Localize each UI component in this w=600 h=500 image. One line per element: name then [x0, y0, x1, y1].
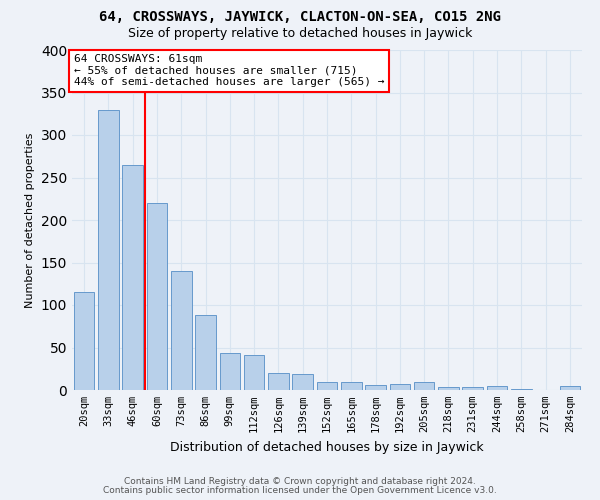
- Bar: [511, 389, 532, 390]
- Bar: [74, 292, 94, 390]
- Bar: [560, 386, 580, 390]
- Text: 64, CROSSWAYS, JAYWICK, CLACTON-ON-SEA, CO15 2NG: 64, CROSSWAYS, JAYWICK, CLACTON-ON-SEA, …: [99, 10, 501, 24]
- X-axis label: Distribution of detached houses by size in Jaywick: Distribution of detached houses by size …: [170, 440, 484, 454]
- Bar: [220, 352, 240, 390]
- Bar: [365, 385, 386, 390]
- Bar: [487, 386, 508, 390]
- Bar: [244, 355, 265, 390]
- Text: Contains HM Land Registry data © Crown copyright and database right 2024.: Contains HM Land Registry data © Crown c…: [124, 477, 476, 486]
- Bar: [122, 165, 143, 390]
- Bar: [414, 382, 434, 390]
- Bar: [146, 203, 167, 390]
- Bar: [171, 271, 191, 390]
- Text: 64 CROSSWAYS: 61sqm
← 55% of detached houses are smaller (715)
44% of semi-detac: 64 CROSSWAYS: 61sqm ← 55% of detached ho…: [74, 54, 385, 88]
- Bar: [195, 315, 216, 390]
- Bar: [389, 384, 410, 390]
- Bar: [438, 386, 459, 390]
- Bar: [98, 110, 119, 390]
- Y-axis label: Number of detached properties: Number of detached properties: [25, 132, 35, 308]
- Bar: [292, 374, 313, 390]
- Bar: [341, 382, 362, 390]
- Text: Size of property relative to detached houses in Jaywick: Size of property relative to detached ho…: [128, 28, 472, 40]
- Bar: [463, 386, 483, 390]
- Bar: [268, 373, 289, 390]
- Text: Contains public sector information licensed under the Open Government Licence v3: Contains public sector information licen…: [103, 486, 497, 495]
- Bar: [317, 382, 337, 390]
